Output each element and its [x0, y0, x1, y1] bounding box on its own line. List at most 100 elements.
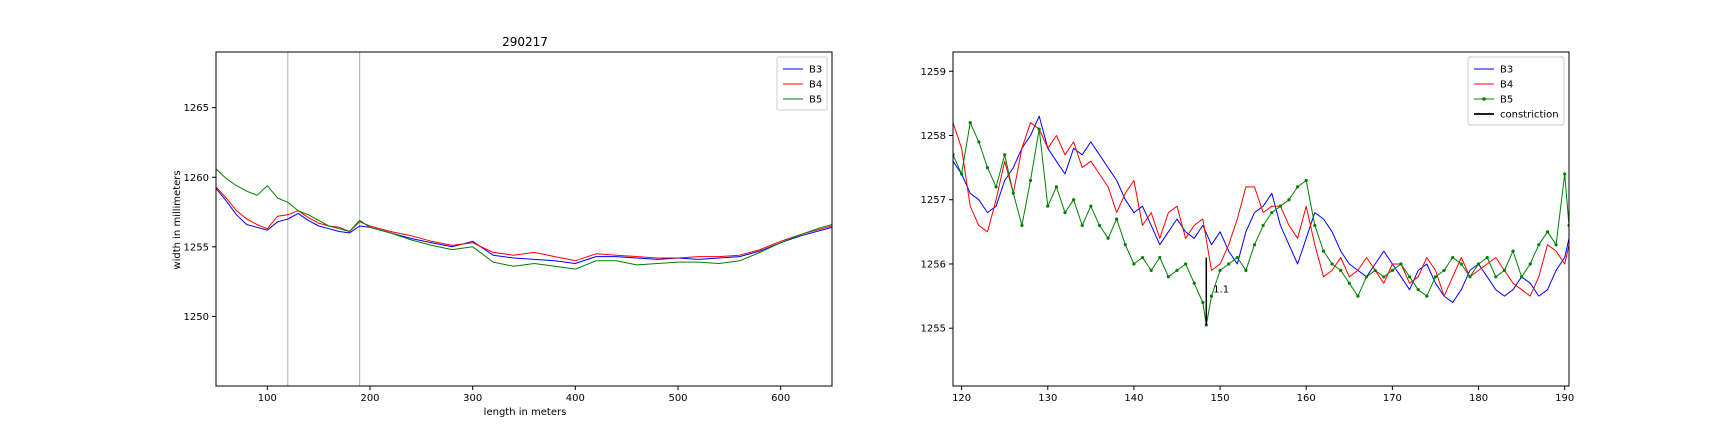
- right-x-tick-label: 190: [1555, 393, 1574, 404]
- right-series-b5-point: [1140, 255, 1145, 260]
- left-x-tick-label: 500: [668, 393, 687, 404]
- right-series-b5-point: [968, 121, 972, 125]
- right-x-tick-label: 140: [1124, 393, 1143, 404]
- right-series-b5-point: [1296, 185, 1300, 189]
- right-series-b5-point: [1330, 262, 1334, 266]
- right-series-b4-line: [953, 122, 1569, 297]
- right-series-b5-point: [1468, 275, 1472, 279]
- right-series-b5-point: [1097, 223, 1102, 228]
- right-series-b5-point: [1166, 275, 1170, 279]
- right-series-b5-point: [1072, 198, 1076, 202]
- right-series-b5-point: [1494, 275, 1498, 279]
- left-legend: B3 B4 B5: [776, 56, 828, 111]
- left-y-tick-label: 1265: [184, 103, 209, 114]
- left-plot-area: 100 200 300 400 500 600 1250 1255 1260 1265: [184, 51, 833, 404]
- right-series-b5-point: [1545, 230, 1550, 234]
- right-series-b5-point: [1347, 281, 1351, 285]
- right-x-tick-label: 130: [1038, 393, 1057, 404]
- right-series-b5-point: [1261, 223, 1265, 228]
- right-legend-label-b5: B5: [1500, 95, 1513, 106]
- left-x-tick-label: 600: [771, 393, 790, 404]
- right-series-b5-point: [1184, 262, 1188, 266]
- right-series-b5-point: [1037, 127, 1041, 131]
- left-x-tick-label: 300: [463, 393, 482, 404]
- right-series-b5-point: [1244, 268, 1248, 272]
- right-series-b5-point: [1485, 255, 1489, 260]
- right-series-b5-point: [1235, 255, 1239, 260]
- right-legend-label-constriction: constriction: [1500, 110, 1559, 121]
- right-series-b5-point: [1433, 275, 1438, 279]
- right-series-b5-point: [985, 166, 990, 170]
- right-y-tick-label: 1255: [921, 324, 946, 335]
- right-legend-label-b3: B3: [1500, 65, 1513, 76]
- right-series-b5-point: [1451, 255, 1455, 260]
- right-y-tick-label: 1256: [921, 259, 946, 270]
- right-series-b5-point: [1408, 275, 1412, 279]
- right-series-b5-point: [1511, 249, 1515, 253]
- right-plot-area: 1.1 120 130 140 150 160 170 180 190 1255 1256 1257 1…: [921, 51, 1574, 404]
- right-series-b5-point: [1459, 262, 1463, 266]
- right-series-b5-point: [1209, 294, 1214, 298]
- right-series-b5-point: [1080, 223, 1084, 228]
- right-series-b5-point: [1502, 268, 1506, 272]
- left-series-b3-line: [216, 188, 832, 264]
- right-series-b5-point: [1304, 178, 1308, 183]
- right-series-b5-point: [1425, 294, 1429, 298]
- right-series-b5-point: [1106, 236, 1110, 240]
- right-series-b5-point: [1192, 281, 1196, 285]
- right-series-b5-point: [1175, 268, 1179, 272]
- right-series-b5-point: [1356, 294, 1360, 298]
- left-axes-frame: [215, 51, 833, 387]
- right-legend-label-b4: B4: [1500, 80, 1513, 91]
- right-series-b5-point: [1227, 262, 1231, 266]
- right-series-b5-point: [1115, 217, 1119, 221]
- right-series-b5-point: [1003, 153, 1007, 157]
- right-legend-box: [1467, 56, 1565, 126]
- right-x-tick-label: 170: [1383, 393, 1402, 404]
- left-series-b4-line: [216, 186, 832, 262]
- left-chart-panel: 290217 length in meters width in millime…: [172, 35, 833, 418]
- right-series-b5-point: [1321, 249, 1326, 253]
- left-legend-label-b4: B4: [809, 80, 822, 91]
- right-y-tick-label: 1259: [921, 67, 946, 78]
- right-series-b5-point: [1123, 243, 1127, 247]
- right-series-b5-point: [1158, 255, 1162, 260]
- right-legend-marker: [1482, 97, 1486, 101]
- right-series-b5-point: [1554, 243, 1558, 247]
- constriction-annotation: 1.1: [1213, 285, 1229, 296]
- right-series-b5-point: [1011, 191, 1015, 195]
- right-x-tick-label: 150: [1211, 393, 1230, 404]
- right-series-b5-point: [1537, 243, 1541, 247]
- right-series-b5-line: [953, 122, 1569, 326]
- left-y-axis-label: width in millimeters: [172, 170, 183, 269]
- right-series-b5-point: [1364, 275, 1369, 279]
- left-legend-label-b5: B5: [809, 95, 822, 106]
- right-series-b5-point: [1028, 178, 1033, 183]
- right-y-tick-label: 1258: [921, 131, 946, 142]
- right-series-b5-point: [960, 172, 964, 176]
- right-series-b3-line: [953, 115, 1569, 303]
- left-legend-label-b3: B3: [809, 65, 822, 76]
- right-series-b5-point: [1520, 275, 1524, 279]
- right-series-b5-point: [994, 185, 998, 189]
- right-axes-frame: [952, 51, 1570, 387]
- right-x-tick-label: 160: [1297, 393, 1316, 404]
- right-series-b5-point: [1201, 300, 1205, 305]
- right-series-b5-point: [1218, 268, 1222, 272]
- right-series-b5-point: [1528, 262, 1532, 266]
- left-y-tick-label: 1250: [184, 312, 209, 323]
- right-legend: B3 B4 B5 constriction: [1467, 56, 1565, 126]
- left-y-tick-label: 1255: [184, 242, 209, 253]
- left-x-tick-label: 400: [566, 393, 585, 404]
- right-series-b5-point: [1063, 210, 1067, 215]
- right-series-b5-point: [1399, 262, 1403, 266]
- right-series-b5-point: [1382, 275, 1386, 279]
- right-series-b5-point: [1270, 210, 1274, 215]
- right-series-b5-point: [1046, 204, 1050, 208]
- left-x-tick-label: 100: [258, 393, 277, 404]
- right-x-tick-label: 180: [1469, 393, 1488, 404]
- right-series-b5-point: [1132, 262, 1136, 266]
- left-x-axis-label: length in meters: [484, 407, 567, 418]
- right-series-b5-point: [1020, 223, 1024, 228]
- right-series-b5-point: [1476, 262, 1481, 266]
